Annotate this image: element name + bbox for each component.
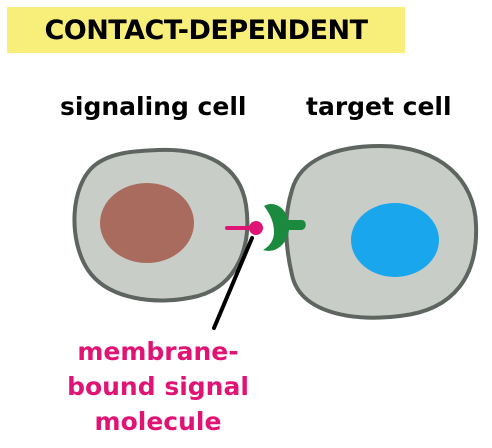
target-cell-label: target cell [306, 92, 452, 121]
target-cell-nucleus [351, 203, 439, 277]
molecule-label-line-2: bound signal [67, 372, 249, 401]
signaling-cell-nucleus [100, 183, 194, 263]
molecule-label-line-1: membrane- [77, 337, 239, 366]
signal-molecule [249, 221, 263, 235]
label-pointer-line [212, 236, 254, 330]
molecule-label-line-3: molecule [94, 407, 222, 436]
signaling-cell-label: signaling cell [60, 92, 247, 121]
title-banner: CONTACT-DEPENDENT [7, 7, 405, 53]
receptor [263, 203, 306, 251]
diagram-title: CONTACT-DEPENDENT [44, 14, 368, 46]
membrane-bound-signal-molecule-label: membrane- bound signal molecule [48, 334, 268, 439]
